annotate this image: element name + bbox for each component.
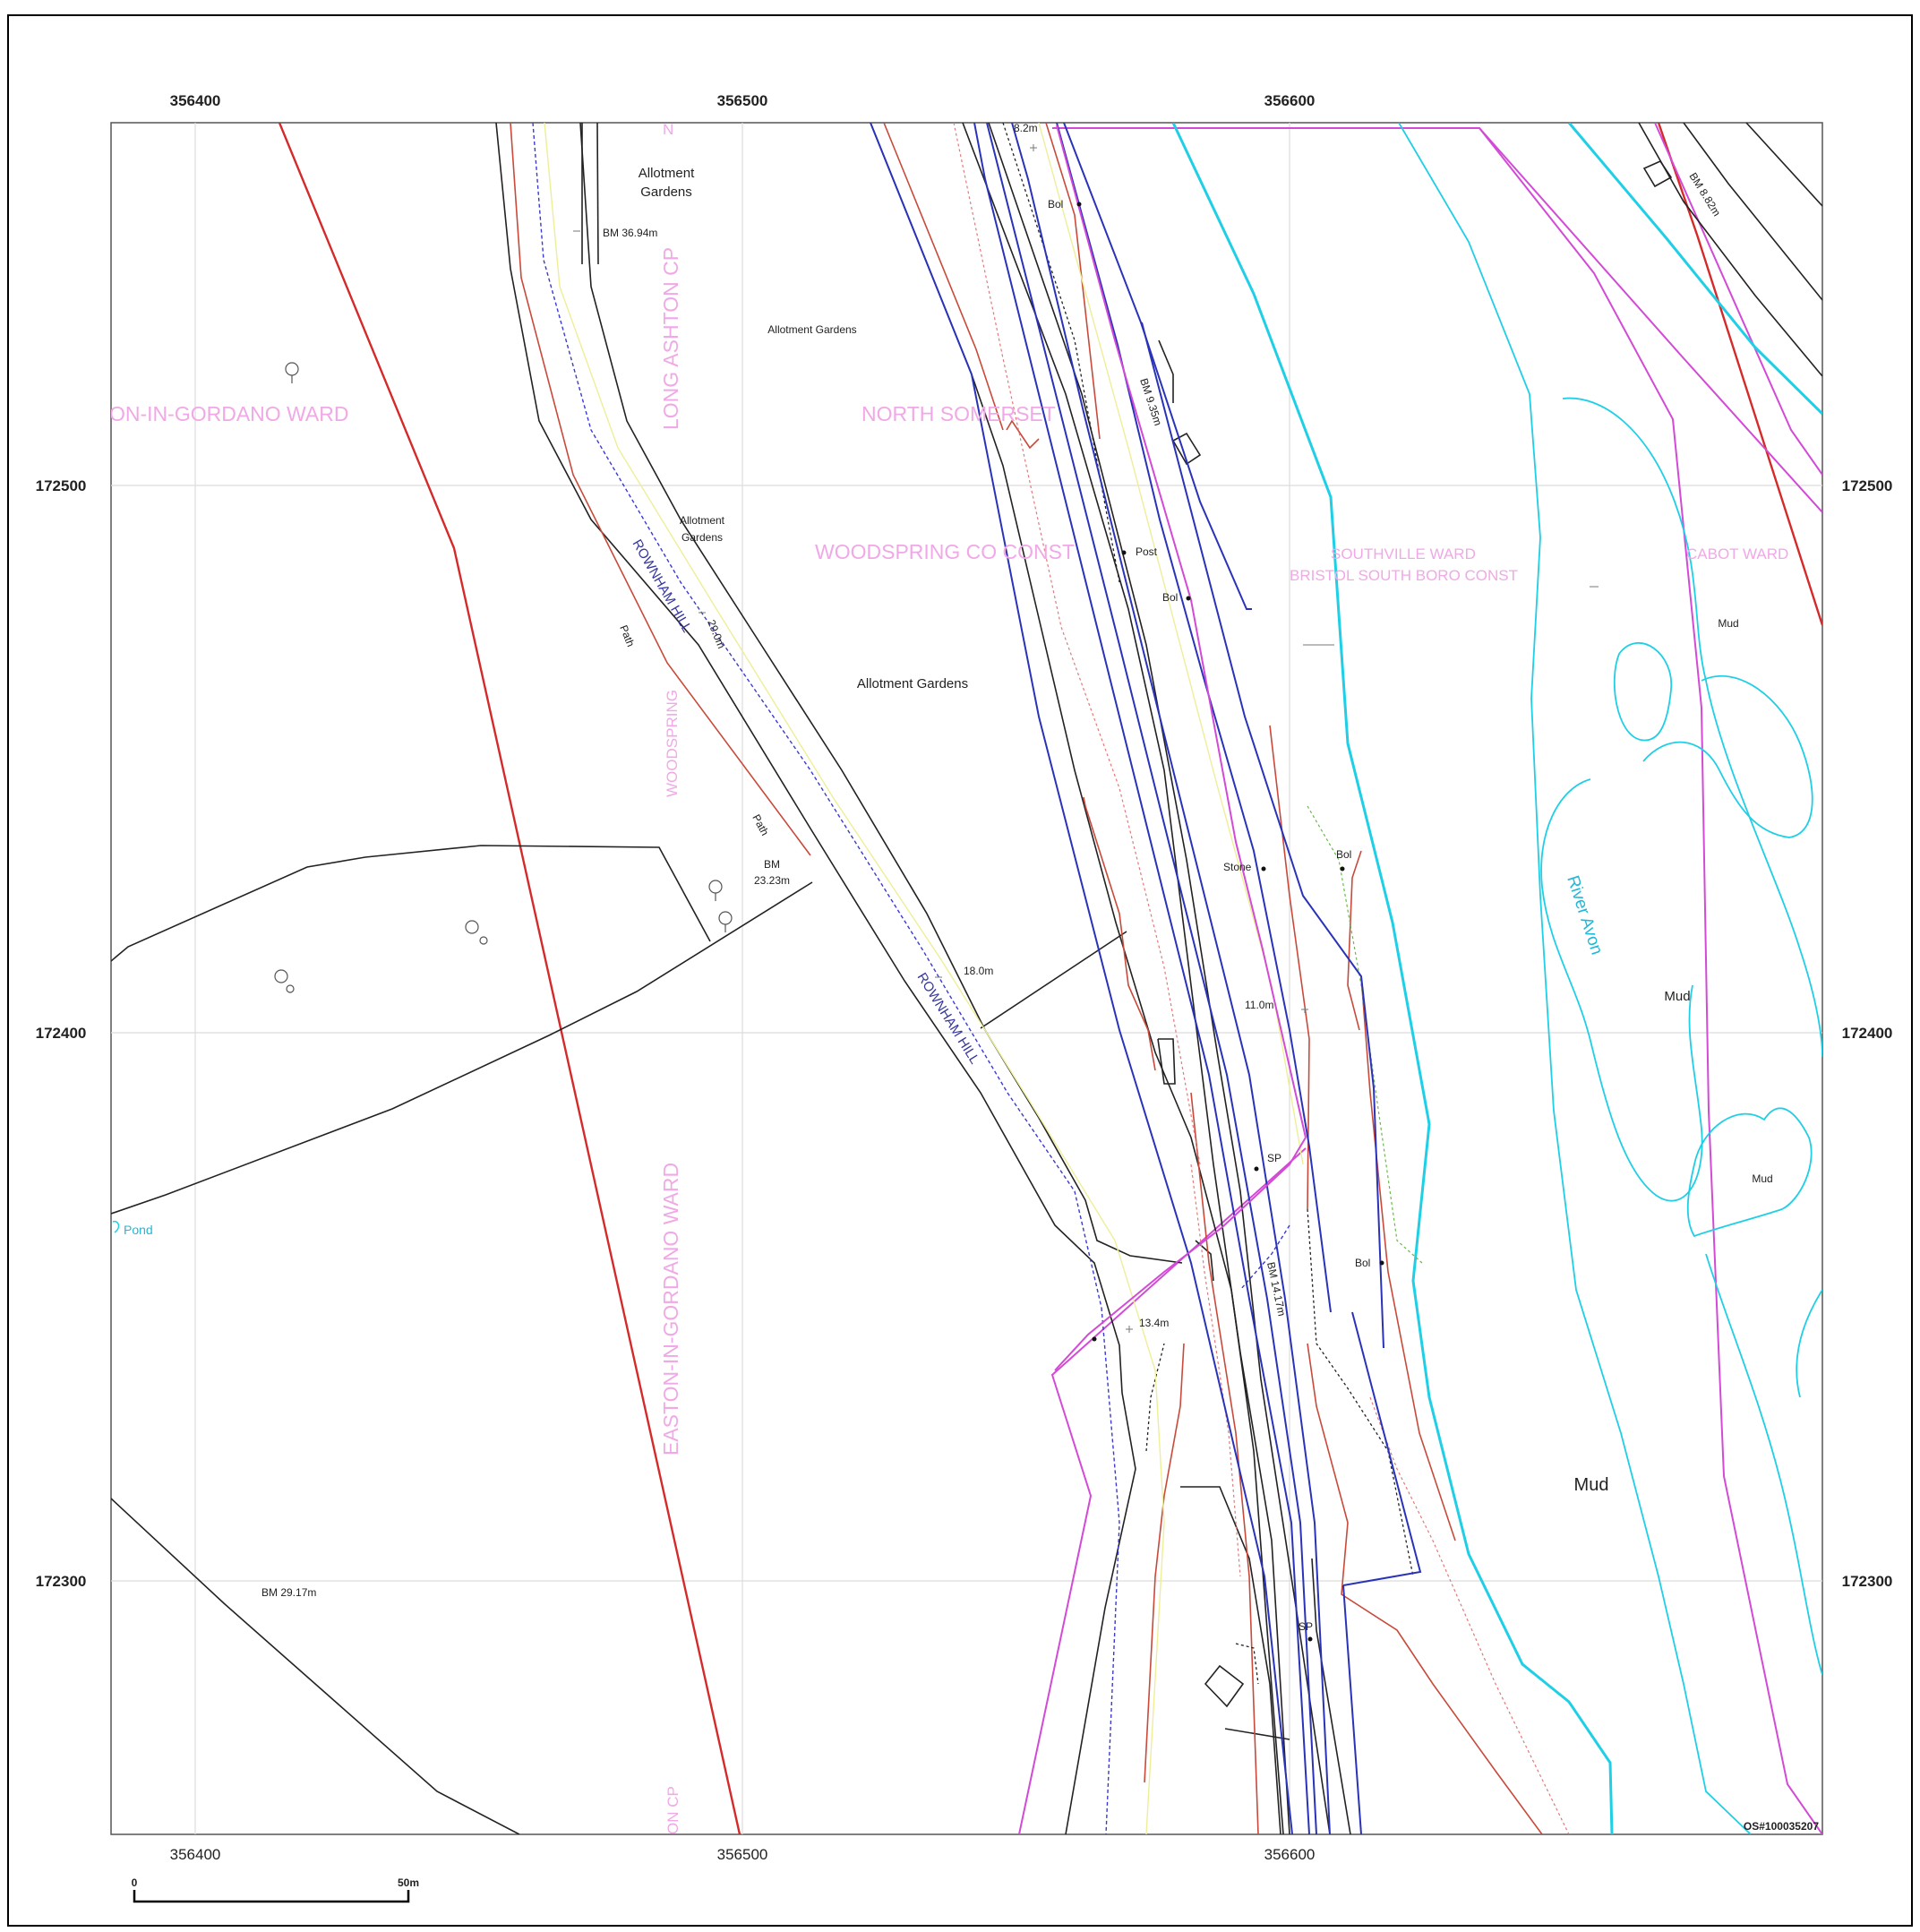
label-bol-3: Bol (1336, 848, 1351, 861)
property-lines (111, 123, 1822, 1834)
label-sp-1: SP (1267, 1152, 1281, 1164)
easting-top-356500: 356500 (717, 92, 768, 109)
label-mud-2: Mud (1664, 989, 1690, 1004)
label-north-somerset: NORTH SOMERSET (861, 402, 1056, 425)
label-pond: Pond (124, 1223, 153, 1237)
dotted-red-lines (953, 123, 1570, 1834)
scale-bar-start: 0 (132, 1876, 138, 1889)
northing-left-172500: 172500 (36, 477, 87, 494)
label-easton-ward-lower: EASTON-IN-GORDANO WARD (659, 1163, 682, 1455)
label-bol-2: Bol (1162, 591, 1178, 604)
label-post: Post (1136, 545, 1158, 558)
feature-labels: Bol Post Bol Stone Bol SP Bol SP (1048, 198, 1370, 1633)
northing-left-172400: 172400 (36, 1025, 87, 1042)
label-bm-2323a: BM (764, 858, 780, 871)
point-features (1076, 202, 1384, 1642)
easting-bottom-356400: 356400 (170, 1846, 221, 1863)
road-centre-yellow (544, 123, 1304, 1834)
pond-icon (112, 1220, 120, 1233)
label-h-180: 18.0m (964, 965, 993, 977)
label-bristol-south: BRISTOL SOUTH BORO CONST (1290, 567, 1518, 584)
label-mud-1: Mud (1718, 617, 1738, 630)
label-long-ashton: LONG ASHTON CP (659, 247, 682, 430)
label-cabot: CABOT WARD (1686, 545, 1788, 562)
label-allotment-2: Allotment Gardens (767, 323, 856, 336)
easting-bottom-356500: 356500 (717, 1846, 768, 1863)
dotted-green-lines (1307, 805, 1423, 1264)
label-easton-ward-top: ON-IN-GORDANO WARD (109, 402, 348, 425)
scale-bar: 0 50m (132, 1876, 419, 1903)
label-mud-3: Mud (1752, 1172, 1772, 1185)
admin-labels: ON-IN-GORDANO WARD NORTH SOMERSET LONG A… (109, 121, 1788, 1834)
small-marks (573, 144, 1599, 1333)
map-area[interactable] (110, 122, 1823, 1835)
grid-labels: 356400 356500 356600 356400 356500 35660… (36, 92, 1893, 1863)
road-edge-red (510, 123, 1543, 1834)
easting-bottom-356600: 356600 (1264, 1846, 1316, 1863)
label-bol-4: Bol (1355, 1257, 1370, 1269)
label-bm-2323b: 23.23m (754, 874, 790, 887)
label-southville: SOUTHVILLE WARD (1331, 545, 1476, 562)
easting-top-356600: 356600 (1264, 92, 1316, 109)
northing-right-172300: 172300 (1842, 1573, 1893, 1590)
label-woodspring-co: WOODSPRING CO CONST (815, 540, 1075, 563)
label-allotment-3b: Gardens (681, 531, 723, 544)
dotted-road-lines (532, 123, 1290, 1834)
northing-right-172400: 172400 (1842, 1025, 1893, 1042)
label-sp-2: SP (1299, 1620, 1313, 1633)
label-h-110: 11.0m (1245, 999, 1273, 1011)
label-allotment-4: Allotment Gardens (857, 676, 968, 691)
label-h-82: 8.2m (1014, 122, 1038, 134)
label-woodspring: WOODSPRING (664, 690, 681, 797)
dotted-black-lines (1002, 123, 1414, 1685)
northing-right-172500: 172500 (1842, 477, 1893, 494)
magenta-road-crossing (1054, 125, 1307, 1371)
label-allotment-3a: Allotment (680, 514, 725, 527)
river-lines (1171, 123, 1822, 1834)
label-allotment-1b: Gardens (640, 185, 692, 200)
northing-left-172300: 172300 (36, 1573, 87, 1590)
label-bm-2917: BM 29.17m (261, 1586, 316, 1599)
easting-top-356400: 356400 (170, 92, 221, 109)
scale-bar-end: 50m (398, 1876, 419, 1889)
label-on-cp: ON CP (664, 1786, 681, 1834)
label-h-134: 13.4m (1139, 1317, 1169, 1329)
label-mud-4: Mud (1574, 1475, 1609, 1495)
label-bm-3694: BM 36.94m (603, 227, 657, 239)
copyright-text: OS#100035207 (1744, 1820, 1819, 1833)
tree-symbols (274, 362, 733, 993)
label-top-n: N (663, 121, 673, 138)
label-stone: Stone (1223, 861, 1252, 873)
label-allotment-1a: Allotment (639, 166, 695, 181)
map-frame (7, 14, 1913, 1927)
label-bol-1: Bol (1048, 198, 1063, 210)
